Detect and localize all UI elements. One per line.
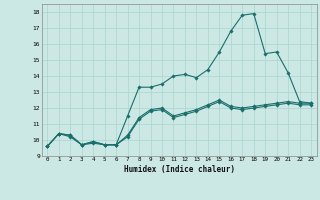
X-axis label: Humidex (Indice chaleur): Humidex (Indice chaleur): [124, 165, 235, 174]
